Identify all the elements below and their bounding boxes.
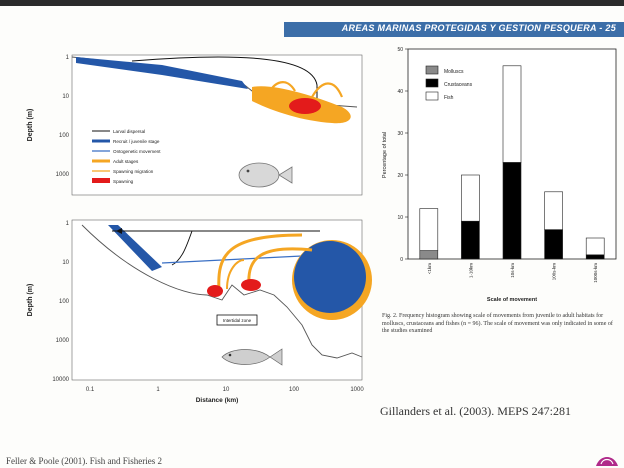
legend-label-molluscs: Molluscs (444, 69, 464, 75)
x-tick-100: 100 (289, 387, 300, 393)
adult-juvenile-habitat (294, 241, 366, 313)
y-tick-label: 10 (397, 215, 403, 221)
spawning-area-2 (207, 285, 223, 297)
bar-molluscs-0 (419, 250, 439, 260)
legend-ontogenetic: Ontogenetic movement (113, 149, 161, 154)
x-category-label: 1000s-km (593, 263, 598, 283)
histogram-y-ticks: 0 10 20 30 40 50 (397, 47, 408, 263)
bar-fish-3 (544, 191, 563, 230)
bar-fish-1 (461, 174, 480, 222)
larval-dispersal-arrow (131, 56, 318, 100)
bottom-y-axis-label: Depth (m) (27, 284, 34, 317)
citation: Gillanders et al. (2003). MEPS 247:281 (380, 404, 571, 418)
bar-fish-4 (585, 237, 605, 256)
spawning-area-3 (241, 279, 261, 291)
legend-label-fish: Fish (444, 95, 454, 101)
top-y-tick-10: 10 (62, 94, 69, 100)
movement-histogram: 0 10 20 30 40 50 <1km 1-10km 10s-km 100s-km 1000s… (382, 47, 617, 303)
bar-fish-0 (419, 208, 439, 251)
histogram-x-categories: <1km 1-10km 10s-km 100s-km 1000s-km (427, 263, 598, 283)
x-category-label: 100s-km (552, 263, 557, 281)
top-y-tick-1: 1 (66, 55, 70, 61)
legend-adult: Adult stages (113, 159, 139, 164)
top-y-axis-label: Depth (m) (27, 109, 34, 142)
y-tick-label: 30 (397, 131, 403, 137)
bottom-y-tick-100: 100 (59, 299, 70, 305)
bar-crustaceans-2 (502, 162, 522, 260)
footer-reference: Feller & Poole (2001). Fish and Fisherie… (6, 456, 162, 466)
x-tick-1000: 1000 (350, 387, 364, 393)
y-tick-label: 50 (397, 47, 403, 53)
legend-label-crustaceans: Crustaceans (444, 82, 473, 88)
histogram-legend: Molluscs Crustaceans Fish (425, 65, 473, 101)
histogram-bars (419, 65, 605, 260)
x-axis-label: Distance (km) (196, 397, 239, 404)
bottom-y-tick-10: 10 (62, 260, 69, 266)
movement-legend: Larval dispersal Recruit / juvenile stag… (92, 129, 161, 184)
slide-banner: AREAS MARINAS PROTEGIDAS Y GESTION PESQU… (284, 22, 624, 37)
x-category-label: 10s-km (510, 263, 515, 278)
juvenile-habitat-band (76, 57, 248, 89)
institution-logo-icon (596, 457, 618, 466)
histogram-y-axis-label: Percentage of total (382, 132, 388, 178)
bottom-y-tick-1000: 1000 (56, 338, 70, 344)
bar-crustaceans-3 (544, 229, 563, 260)
legend-swatch-crustaceans (425, 78, 439, 88)
bottom-y-tick-1: 1 (66, 221, 70, 227)
figure-caption: Fig. 2. Frequency histogram showing scal… (382, 313, 613, 334)
roundfish-panel: 1 10 100 1000 10000 Depth (m) 0.1 1 10 1… (27, 219, 372, 404)
top-y-tick-100: 100 (59, 133, 70, 139)
histogram-x-axis-label: Scale of movement (487, 297, 537, 303)
bar-fish-2 (502, 65, 522, 163)
legend-spawning-migration: Spawning migration (113, 169, 154, 174)
legend-juvenile: Recruit / juvenile stage (113, 139, 160, 144)
x-tick-0.1: 0.1 (86, 387, 95, 393)
y-tick-label: 40 (397, 89, 403, 95)
legend-swatch-molluscs (425, 65, 439, 75)
legend-spawning: Spawning (113, 179, 134, 184)
habitat-movement-figure: 1 10 100 1000 Depth (m) Larval dispersal (27, 54, 372, 404)
intertidal-label: Intertidal zone (223, 318, 252, 323)
flatfish-panel: 1 10 100 1000 Depth (m) Larval dispersal (27, 54, 363, 196)
y-tick-label: 20 (397, 173, 403, 179)
top-strip (0, 0, 624, 6)
ontogenetic-arrow (161, 254, 323, 264)
top-y-tick-1000: 1000 (56, 172, 70, 178)
roundfish-icon (221, 348, 283, 366)
bottom-y-tick-10000: 10000 (52, 377, 69, 383)
legend-larval: Larval dispersal (113, 129, 145, 134)
juvenile-habitat-band-2 (108, 225, 162, 271)
flatfish-icon (238, 162, 293, 188)
x-tick-10: 10 (223, 387, 230, 393)
legend-swatch-fish (425, 91, 439, 101)
banner-title: AREAS MARINAS PROTEGIDAS Y GESTION PESQU… (341, 23, 616, 33)
bar-crustaceans-4 (585, 254, 605, 260)
x-category-label: 1-10km (468, 263, 473, 278)
bar-crustaceans-1 (461, 220, 480, 260)
y-tick-label: 0 (400, 257, 403, 263)
intertidal-label-box (216, 314, 258, 326)
x-tick-1: 1 (156, 387, 160, 393)
x-category-label: <1km (427, 263, 432, 274)
spawning-area (289, 98, 321, 114)
